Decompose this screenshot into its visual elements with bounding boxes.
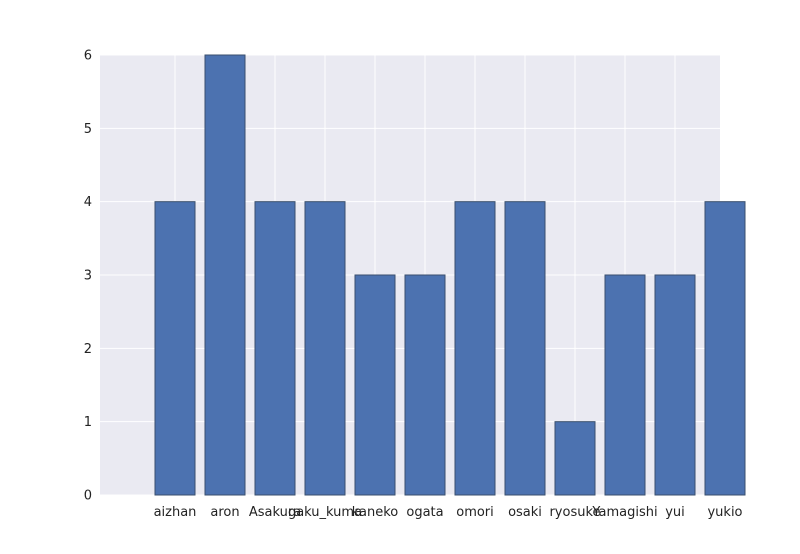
y-tick-label: 3 <box>84 269 92 284</box>
bar-yukio <box>704 201 746 496</box>
y-tick-label: 2 <box>84 342 92 357</box>
bar-gaku_kuma <box>304 201 346 496</box>
bar-Asakura <box>254 201 296 496</box>
x-tick-label: ogata <box>406 505 443 520</box>
bar-Yamagishi <box>604 274 646 496</box>
x-tick-label: Yamagishi <box>591 505 657 520</box>
y-tick-label: 5 <box>84 122 92 137</box>
y-tick-label: 4 <box>84 195 92 210</box>
bars <box>154 54 746 496</box>
bar-kaneko <box>354 274 396 496</box>
bar-aizhan <box>154 201 196 496</box>
x-tick-label: omori <box>456 505 494 520</box>
x-tick-label: gaku_kuma <box>288 505 362 520</box>
y-tick-label: 1 <box>84 415 92 430</box>
y-tick-label: 0 <box>84 489 92 504</box>
y-tick-label: 6 <box>84 49 92 64</box>
bar-osaki <box>504 201 546 496</box>
x-tick-label: yui <box>665 505 685 520</box>
x-tick-label: ryosuke <box>549 505 600 520</box>
x-tick-label: yukio <box>707 505 742 520</box>
bar-omori <box>454 201 496 496</box>
bar-yui <box>654 274 696 496</box>
bar-aron <box>204 54 246 496</box>
y-tick-labels: 0 1 2 3 4 5 6 <box>84 49 92 504</box>
x-tick-label: Asakura <box>249 505 301 520</box>
x-tick-label: kaneko <box>352 505 399 520</box>
x-tick-label: osaki <box>508 505 542 520</box>
x-tick-label: aizhan <box>154 505 197 520</box>
bar-ogata <box>404 274 446 496</box>
bar-ryosuke <box>554 421 596 496</box>
x-tick-label: aron <box>210 505 239 520</box>
